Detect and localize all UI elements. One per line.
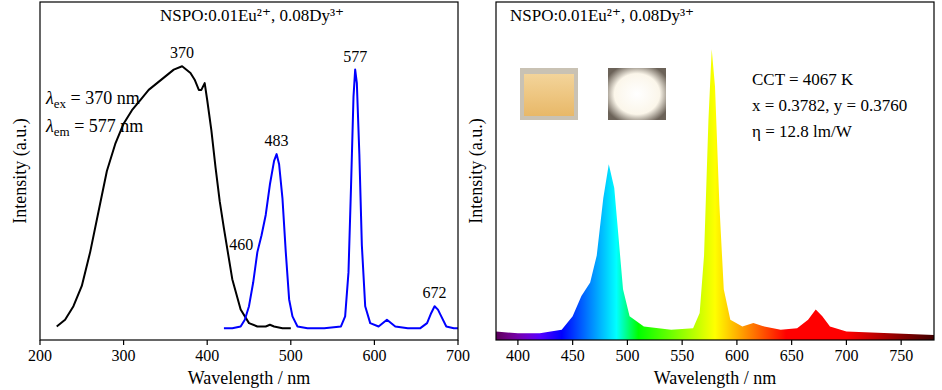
- led-photo-lit: [608, 68, 666, 120]
- x-tick: [457, 340, 458, 345]
- annotation: η = 12.8 lm/W: [752, 122, 853, 141]
- x-tick-label: 650: [780, 347, 804, 364]
- annotation-text: = 577 nm: [70, 116, 144, 136]
- x-tick-label: 450: [561, 347, 585, 364]
- y-axis-label: Intensity (a.u.): [10, 118, 31, 223]
- x-tick-label: 500: [279, 347, 303, 364]
- title: NSPO:0.01Eu²⁺, 0.08Dy³⁺: [160, 6, 344, 25]
- x-tick-label: 550: [670, 347, 694, 364]
- x-tick: [901, 340, 902, 345]
- plot-area: [496, 49, 934, 340]
- title: NSPO:0.01Eu²⁺, 0.08Dy³⁺: [510, 6, 694, 25]
- x-axis-label: Wavelength / nm: [654, 368, 777, 388]
- x-tick: [791, 340, 792, 345]
- y-axis-label: Intensity (a.u.): [466, 118, 487, 223]
- annotation: λex = 370 nm: [45, 88, 140, 111]
- plot-area: [57, 66, 458, 328]
- frame: [496, 2, 934, 340]
- x-tick: [123, 340, 124, 345]
- peak-label: 370: [170, 44, 194, 61]
- annotation: λem = 577 nm: [45, 116, 143, 139]
- annotation-subscript: ex: [54, 96, 67, 111]
- x-tick: [517, 340, 518, 345]
- spectrum-area: [496, 49, 934, 340]
- x-tick-label: 750: [889, 347, 913, 364]
- peak-label: 577: [343, 48, 367, 65]
- x-tick: [627, 340, 628, 345]
- x-tick-label: 600: [362, 347, 386, 364]
- spectrum-line: [57, 66, 291, 328]
- x-axis-label: Wavelength / nm: [188, 368, 311, 388]
- peak-label: 483: [265, 132, 289, 149]
- x-tick: [374, 340, 375, 345]
- annotation: x = 0.3782, y = 0.3760: [752, 96, 907, 115]
- x-tick-label: 400: [195, 347, 219, 364]
- x-tick: [572, 340, 573, 345]
- frame: [40, 2, 458, 340]
- annotation: CCT = 4067 K: [752, 70, 854, 89]
- peak-label: 672: [423, 284, 447, 301]
- peak-label: 460: [229, 236, 253, 253]
- x-tick-label: 700: [834, 347, 858, 364]
- x-tick-label: 600: [725, 347, 749, 364]
- x-tick-label: 300: [112, 347, 136, 364]
- x-tick-label: 200: [28, 347, 52, 364]
- annotation-symbol: λ: [45, 116, 54, 136]
- led-phosphor: [524, 74, 574, 116]
- annotation-subscript: em: [54, 124, 70, 139]
- led-photo: [520, 68, 578, 120]
- x-tick: [207, 340, 208, 345]
- x-tick: [736, 340, 737, 345]
- spectrum-line: [224, 70, 458, 329]
- panel: 200 300 400 500 600 700 Wavelength / nm Intensi…: [10, 2, 470, 388]
- x-tick: [682, 340, 683, 345]
- panel: 400 450 500 550 600 650 700 750 Wavelength / nm I…: [466, 2, 934, 388]
- x-tick: [846, 340, 847, 345]
- figure: 200 300 400 500 600 700 Wavelength / nm Intensi…: [0, 0, 942, 390]
- x-tick: [290, 340, 291, 345]
- x-tick-label: 700: [446, 347, 470, 364]
- x-tick-label: 500: [615, 347, 639, 364]
- annotation-text: = 370 nm: [66, 88, 140, 108]
- x-tick: [39, 340, 40, 345]
- x-tick-label: 400: [506, 347, 530, 364]
- annotation-symbol: λ: [45, 88, 54, 108]
